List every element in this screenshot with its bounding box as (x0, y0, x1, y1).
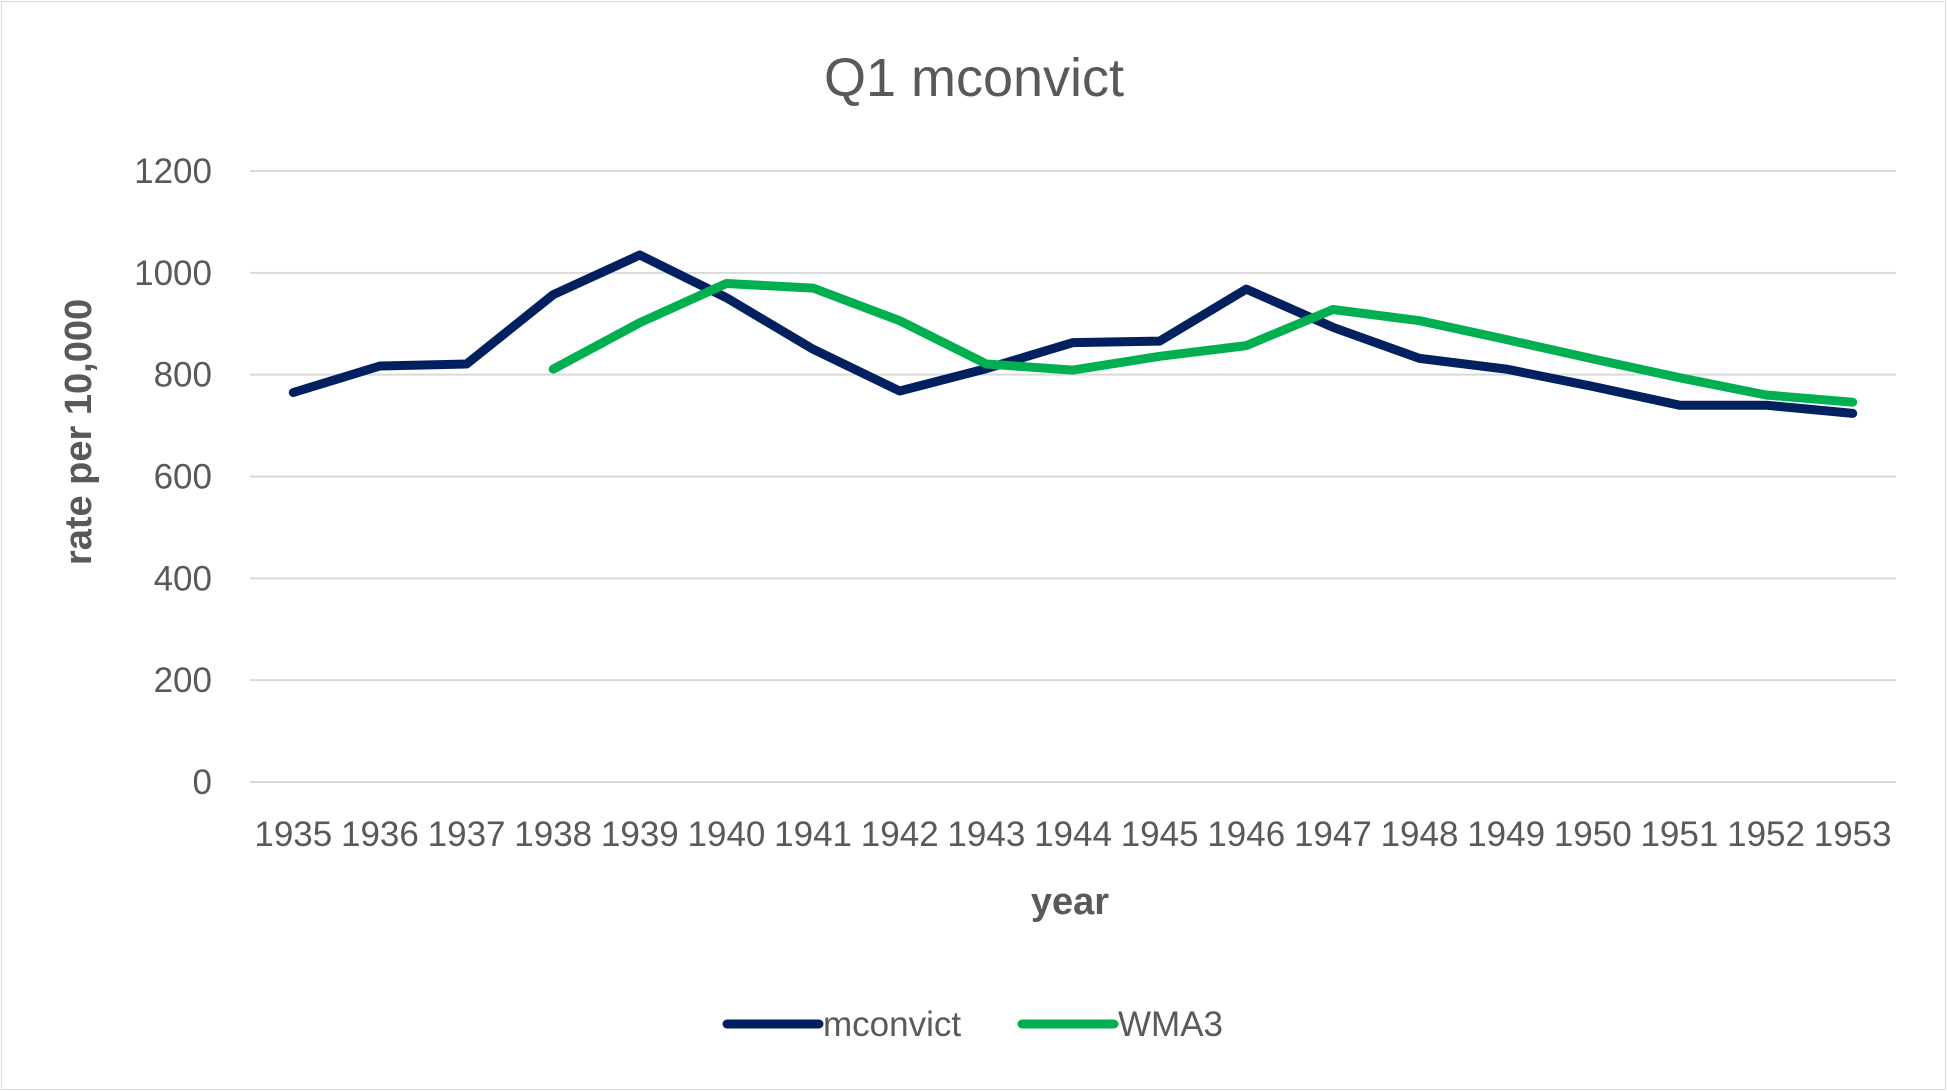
series-line-wma3 (548, 279, 1858, 407)
y-tick-label: 0 (193, 763, 212, 802)
x-tick-label: 1953 (1814, 815, 1892, 854)
x-tick-labels: 1935 1936 1937 1938 1939 1940 1941 1942 1943 1944… (254, 815, 1891, 854)
x-axis-label: year (1031, 881, 1109, 923)
x-tick-label: 1951 (1640, 815, 1718, 854)
y-tick-label: 1200 (134, 152, 212, 191)
y-tick-labels: 0 200 400 600 800 1000 1200 (134, 152, 212, 802)
y-tick-label: 1000 (134, 254, 212, 293)
x-tick-label: 1945 (1121, 815, 1199, 854)
legend-label-mconvict: mconvict (823, 1005, 961, 1044)
x-tick-label: 1939 (601, 815, 679, 854)
gridlines (250, 170, 1896, 783)
x-tick-label: 1942 (861, 815, 939, 854)
y-tick-label: 400 (154, 559, 212, 598)
y-tick-label: 600 (154, 458, 212, 497)
y-axis-label: rate per 10,000 (58, 299, 100, 565)
x-tick-label: 1941 (774, 815, 852, 854)
x-tick-label: 1935 (254, 815, 332, 854)
x-tick-label: 1938 (514, 815, 592, 854)
x-tick-label: 1947 (1294, 815, 1372, 854)
series-lines (288, 250, 1858, 418)
y-tick-label: 800 (154, 356, 212, 395)
x-tick-label: 1937 (428, 815, 506, 854)
x-tick-label: 1950 (1554, 815, 1632, 854)
x-tick-label: 1949 (1467, 815, 1545, 854)
x-tick-label: 1952 (1727, 815, 1805, 854)
legend-label-wma3: WMA3 (1118, 1005, 1223, 1044)
x-tick-label: 1948 (1381, 815, 1459, 854)
chart-title: Q1 mconvict (824, 48, 1124, 108)
legend: mconvict WMA3 (722, 1005, 1223, 1044)
x-tick-label: 1940 (688, 815, 766, 854)
series-line-mconvict (288, 250, 1858, 418)
x-tick-label: 1943 (947, 815, 1025, 854)
x-tick-label: 1944 (1034, 815, 1112, 854)
x-tick-label: 1946 (1207, 815, 1285, 854)
x-tick-label: 1936 (341, 815, 419, 854)
y-tick-label: 200 (154, 661, 212, 700)
